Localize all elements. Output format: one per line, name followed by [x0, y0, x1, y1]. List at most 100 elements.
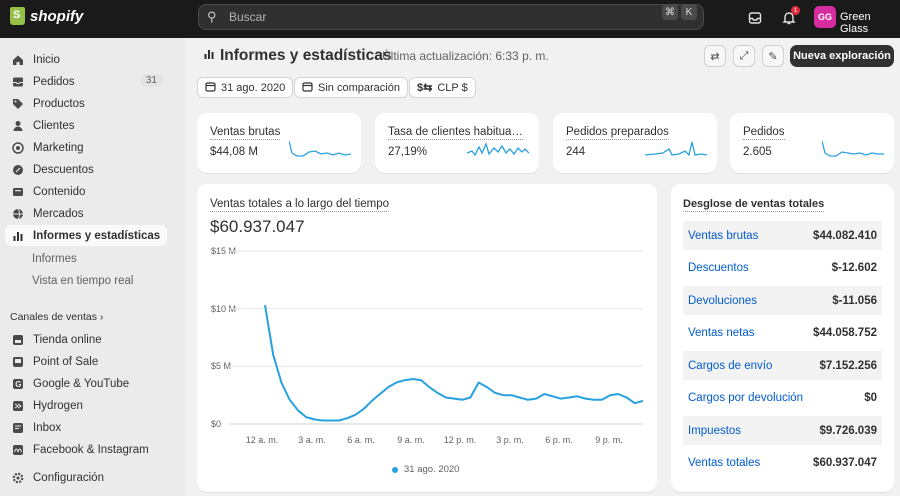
breakdown-label[interactable]: Descuentos: [688, 261, 749, 274]
inbox-tray-icon[interactable]: [746, 9, 764, 27]
top-bar: shopify ⚲ Buscar ⌘ K 1 GG Green Glass: [0, 0, 900, 38]
target-icon: [11, 141, 25, 155]
sidebar-channel-facebook-instagram[interactable]: Facebook & Instagram: [5, 439, 167, 460]
breakdown-row[interactable]: Ventas totales $60.937.047: [683, 448, 882, 477]
chart-legend[interactable]: 31 ago. 2020: [392, 464, 459, 475]
breakdown-row[interactable]: Descuentos $-12.602: [683, 253, 882, 282]
breakdown-value: $44.082.410: [813, 229, 877, 242]
bell-icon[interactable]: [780, 9, 798, 27]
sales-channels-header[interactable]: Canales de ventas ›: [10, 311, 103, 323]
search-placeholder: Buscar: [229, 10, 267, 24]
shopify-logo[interactable]: shopify: [10, 7, 83, 25]
metric-value: 244: [566, 146, 586, 158]
breakdown-row[interactable]: Ventas netas $44.058.752: [683, 318, 882, 347]
metric-label: Tasa de clientes habituales: [388, 126, 523, 140]
breakdown-label[interactable]: Devoluciones: [688, 294, 758, 307]
breakdown-row[interactable]: Devoluciones $-11.056: [683, 286, 882, 315]
sidebar-subitem-informes[interactable]: Informes: [32, 253, 77, 265]
sidebar-item-label: Clientes: [33, 119, 75, 132]
x-tick-label: 3 p. m.: [496, 435, 524, 445]
sidebar-item-label: Hydrogen: [33, 399, 83, 412]
breakdown-label[interactable]: Impuestos: [688, 424, 742, 437]
sidebar-channel-google-youtube[interactable]: G Google & YouTube: [5, 373, 167, 394]
sidebar-item-configuracion[interactable]: Configuración: [5, 467, 167, 488]
sidebar-item-label: Configuración: [33, 471, 104, 484]
refresh-button[interactable]: ⇄: [704, 45, 726, 67]
breakdown-row[interactable]: Cargos de envío $7.152.256: [683, 351, 882, 380]
svg-text:G: G: [15, 380, 21, 389]
x-tick-label: 9 p. m.: [595, 435, 623, 445]
sidebar-item-informes-estadisticas[interactable]: Informes y estadísticas: [5, 225, 167, 246]
search-input[interactable]: ⚲ Buscar ⌘ K: [198, 4, 704, 30]
y-tick-label: $5 M: [211, 361, 232, 371]
breakdown-label[interactable]: Cargos de envío: [688, 359, 773, 372]
metric-label: Ventas brutas: [210, 126, 281, 140]
orders-count-badge: 31: [139, 74, 163, 87]
sidebar-item-pedidos[interactable]: Pedidos 31: [5, 71, 167, 92]
sidebar-item-mercados[interactable]: Mercados: [5, 203, 167, 224]
metric-card-ventas-brutas[interactable]: Ventas brutas $44,08 M: [197, 113, 361, 173]
sidebar-item-marketing[interactable]: Marketing: [5, 137, 167, 158]
page-title-text: Informes y estadísticas: [220, 47, 392, 64]
breakdown-label[interactable]: Ventas brutas: [688, 229, 759, 242]
store-name[interactable]: Green Glass: [840, 11, 871, 35]
inbox-chat-icon: [11, 421, 25, 435]
pencil-icon: ✎: [768, 50, 778, 63]
comparison-filter-button[interactable]: Sin comparación: [294, 77, 408, 98]
breakdown-value: $0: [864, 391, 877, 404]
globe-icon: [11, 207, 25, 221]
sparkline: [289, 140, 351, 157]
sidebar-item-label: Tienda online: [33, 333, 102, 346]
sidebar-item-label: Marketing: [33, 141, 84, 154]
calendar-icon: [205, 81, 216, 95]
sidebar-subitem-vista-tiempo-real[interactable]: Vista en tiempo real: [32, 275, 134, 287]
home-icon: [11, 53, 25, 67]
breakdown-label[interactable]: Ventas netas: [688, 326, 755, 339]
sidebar-item-contenido[interactable]: Contenido: [5, 181, 167, 202]
breakdown-row[interactable]: Ventas brutas $44.082.410: [683, 221, 882, 250]
sales-channels-label: Canales de ventas: [10, 311, 97, 323]
sidebar-channel-tienda-online[interactable]: Tienda online: [5, 329, 167, 350]
avatar[interactable]: GG: [814, 6, 836, 28]
chart-title[interactable]: Ventas totales a lo largo del tiempo: [210, 198, 390, 212]
metric-value: 27,19%: [388, 146, 428, 158]
sidebar-item-inicio[interactable]: Inicio: [5, 49, 167, 70]
sidebar-item-productos[interactable]: Productos: [5, 93, 167, 114]
currency-filter-label: CLP $: [437, 81, 468, 94]
y-tick-label: $0: [211, 419, 222, 429]
sidebar-item-descuentos[interactable]: Descuentos: [5, 159, 167, 180]
line-chart: [229, 250, 644, 425]
series-line[interactable]: [264, 305, 644, 422]
sidebar-channel-hydrogen[interactable]: Hydrogen: [5, 395, 167, 416]
metric-card-tasa-clientes[interactable]: Tasa de clientes habituales 27,19%: [375, 113, 539, 173]
new-exploration-button[interactable]: Nueva exploración: [790, 45, 894, 67]
metric-card-pedidos-preparados[interactable]: Pedidos preparados 244: [553, 113, 717, 173]
calendar-compare-icon: [302, 81, 313, 95]
bar-chart-icon: [203, 47, 215, 65]
metric-card-pedidos[interactable]: Pedidos 2.605: [730, 113, 894, 173]
breakdown-label[interactable]: Cargos por devolución: [688, 391, 804, 404]
sidebar-item-label: Pedidos: [33, 75, 75, 88]
meta-icon: [11, 443, 25, 457]
breakdown-value: $44.058.752: [813, 326, 877, 339]
legend-label: 31 ago. 2020: [404, 464, 460, 475]
sidebar-channel-inbox[interactable]: Inbox: [5, 417, 167, 438]
currency-filter-button[interactable]: $⇆ CLP $: [409, 77, 476, 98]
metric-value: $44,08 M: [210, 146, 258, 158]
sidebar-item-clientes[interactable]: Clientes: [5, 115, 167, 136]
sidebar-item-label: Informes y estadísticas: [33, 229, 161, 242]
expand-button[interactable]: ⤢: [733, 45, 755, 67]
edit-button[interactable]: ✎: [762, 45, 784, 67]
breakdown-label[interactable]: Ventas totales: [688, 456, 761, 469]
breakdown-row[interactable]: Impuestos $9.726.039: [683, 416, 882, 445]
person-icon: [11, 119, 25, 133]
sales-over-time-card: Ventas totales a lo largo del tiempo $60…: [197, 184, 657, 492]
date-filter-button[interactable]: 31 ago. 2020: [197, 77, 294, 98]
sidebar-channel-point-of-sale[interactable]: Point of Sale: [5, 351, 167, 372]
last-updated-text: Última actualización: 6:33 p. m.: [382, 49, 549, 63]
breakdown-row[interactable]: Cargos por devolución $0: [683, 383, 882, 412]
breakdown-title[interactable]: Desglose de ventas totales: [683, 198, 825, 212]
x-tick-label: 12 p. m.: [443, 435, 477, 445]
breakdown-value: $7.152.256: [819, 359, 877, 372]
sales-breakdown-card: Desglose de ventas totales Ventas brutas…: [671, 184, 894, 492]
